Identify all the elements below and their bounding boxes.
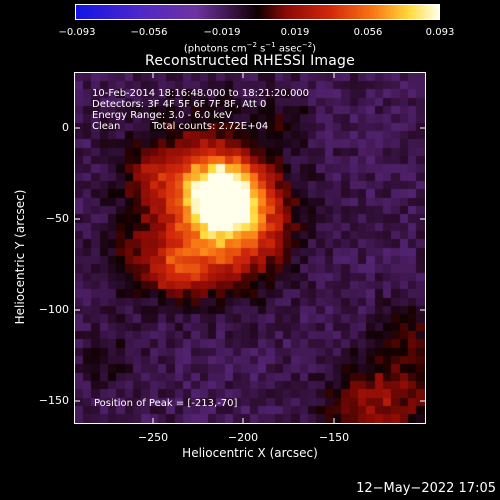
y-tick-label: −150 xyxy=(38,394,69,407)
detectors-text: Detectors: 3F 4F 5F 6F 7F 8F, Att 0 xyxy=(92,99,267,110)
colorbar-tick: −0.056 xyxy=(130,27,168,38)
colorbar-tick: 0.056 xyxy=(353,27,383,38)
x-axis-label: Heliocentric X (arcsec) xyxy=(182,446,318,460)
y-axis-label: Heliocentric Y (arcsec) xyxy=(13,189,27,325)
x-tick-label: −250 xyxy=(137,431,169,444)
colorbar-units: (photons cm−2 s−1 asec−2) xyxy=(183,41,317,55)
peak-position-text: Position of Peak = [-213,-70] xyxy=(94,398,238,409)
footer-date: 12−May−2022 17:05 xyxy=(356,481,496,496)
x-tick-label: −200 xyxy=(227,431,259,444)
total-counts-text: Total counts: 2.72E+04 xyxy=(152,121,269,132)
colorbar-tick: 0.019 xyxy=(280,27,310,38)
algorithm-text: Clean xyxy=(92,121,121,132)
image-title: Reconstructed RHESSI Image xyxy=(145,53,355,69)
colorbar-tick: −0.019 xyxy=(203,27,241,38)
x-tick-label: −150 xyxy=(318,431,350,444)
rhessi-image-plot: 10-Feb-2014 18:16:48.000 to 18:21:20.000… xyxy=(74,72,426,424)
colorbar-tick: 0.093 xyxy=(425,27,455,38)
y-tick-label: 0 xyxy=(62,121,69,134)
y-tick-label: −50 xyxy=(45,212,69,225)
y-tick-label: −100 xyxy=(38,303,69,316)
time-range-text: 10-Feb-2014 18:16:48.000 to 18:21:20.000 xyxy=(92,88,310,99)
reconstructed-image xyxy=(75,73,425,423)
colorbar-tick: −0.093 xyxy=(58,27,96,38)
energy-range-text: Energy Range: 3.0 - 6.0 keV xyxy=(92,110,232,121)
colorbar xyxy=(75,4,440,20)
